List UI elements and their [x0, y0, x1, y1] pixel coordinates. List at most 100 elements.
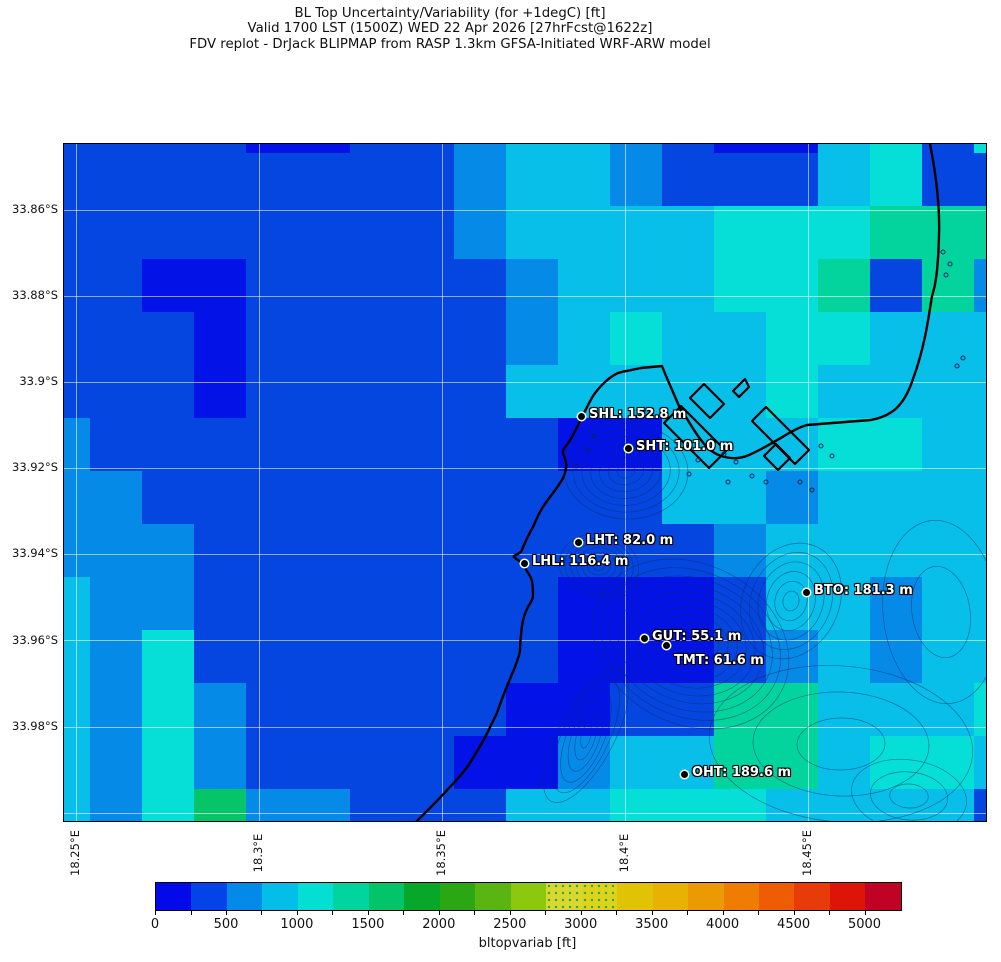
heatmap-cell: [194, 524, 246, 577]
heatmap-cell: [246, 418, 298, 471]
heatmap-cell: [246, 577, 298, 630]
colorbar-tick-mark: [509, 911, 511, 915]
heatmap-cell: [558, 312, 610, 365]
colorbar-tick-mark: [722, 911, 724, 915]
heatmap-cell: [454, 471, 506, 524]
map-vector-overlay: [415, 144, 986, 821]
heatmap-cell: [64, 736, 90, 789]
heatmap-cell: [194, 471, 246, 524]
heatmap-cell: [90, 365, 142, 418]
terrain-contour: [796, 717, 886, 771]
heatmap-cell: [922, 144, 974, 153]
terrain-contour: [609, 575, 773, 713]
heatmap-cell: [870, 471, 922, 524]
heatmap-cell: [922, 153, 974, 206]
station-label-bto: BTO: 181.3 m: [814, 583, 913, 598]
gridline-meridian: [808, 144, 809, 821]
heatmap-cell: [64, 471, 90, 524]
terrain-contour: [580, 723, 592, 749]
heatmap-cell: [298, 471, 350, 524]
heatmap-cell: [246, 630, 298, 683]
heatmap-cell: [818, 153, 870, 206]
heatmap-cell: [974, 153, 986, 206]
heatmap-cell: [402, 259, 454, 312]
rock-speck: [585, 447, 591, 453]
heatmap-cell: [142, 365, 194, 418]
colorbar-segment: [865, 883, 901, 910]
gridline-parallel: [64, 296, 986, 297]
heatmap-cell: [714, 736, 766, 789]
colorbar-tick-mark: [332, 911, 334, 915]
colorbar-tick-mark: [616, 911, 618, 915]
heatmap-cell: [922, 577, 974, 630]
heatmap-cell: [662, 471, 714, 524]
heatmap-cell: [558, 789, 610, 821]
terrain-contour: [575, 547, 623, 585]
heatmap-cell: [506, 206, 558, 259]
heatmap-cell: [246, 144, 298, 153]
gridline-parallel: [64, 640, 986, 641]
heatmap-cell: [64, 524, 90, 577]
heatmap-cell: [610, 153, 662, 206]
heatmap-cell: [506, 418, 558, 471]
heatmap-cell: [194, 577, 246, 630]
heatmap-cell: [974, 418, 986, 471]
heatmap-cell: [610, 144, 662, 153]
heatmap-cell: [818, 206, 870, 259]
terrain-contour: [752, 691, 930, 797]
rock-speck: [797, 479, 803, 485]
terrain-contour: [616, 463, 636, 479]
heatmap-cell: [662, 153, 714, 206]
station-dot-shl: [577, 412, 585, 420]
heatmap-cell: [714, 144, 766, 153]
heatmap-cell: [402, 418, 454, 471]
heatmap-cell: [298, 736, 350, 789]
heatmap-cell: [64, 206, 90, 259]
heatmap-cell: [64, 259, 90, 312]
heatmap-cell: [402, 312, 454, 365]
station-label-tmt: TMT: 61.6 m: [674, 653, 764, 668]
colorbar-segment: [156, 883, 192, 910]
lat-tick-label: 33.98°S: [12, 719, 58, 733]
rock-speck: [763, 479, 769, 485]
heatmap-cell: [194, 206, 246, 259]
heatmap-cell: [298, 259, 350, 312]
heatmap-cell: [350, 736, 402, 789]
heatmap-cell: [298, 206, 350, 259]
colorbar-segment: [723, 883, 759, 910]
gridline-parallel: [64, 382, 986, 383]
heatmap-cell: [142, 418, 194, 471]
heatmap-cell: [454, 312, 506, 365]
colorbar-tick-label: 1500: [351, 917, 385, 932]
heatmap-cell: [974, 683, 986, 736]
heatmap-cell: [818, 789, 870, 821]
station-dot-bto: [802, 588, 810, 596]
station-label-oht: OHT: 189.6 m: [692, 765, 792, 780]
heatmap-cell: [246, 736, 298, 789]
heatmap-cell: [142, 259, 194, 312]
station-dot-gut: [640, 634, 648, 642]
station-dot-lhl: [520, 559, 528, 567]
heatmap-cell: [506, 789, 558, 821]
heatmap-cell: [90, 524, 142, 577]
heatmap-cell: [870, 418, 922, 471]
heatmap-cell: [246, 789, 298, 821]
terrain-contour: [774, 580, 808, 622]
heatmap-cell: [558, 577, 610, 630]
heatmap-cell: [714, 206, 766, 259]
colorbar-tick-mark: [829, 911, 830, 915]
heatmap-cell: [142, 206, 194, 259]
heatmap-cell: [922, 736, 974, 789]
heatmap-cell: [922, 418, 974, 471]
harbour-basin-small: [688, 382, 726, 420]
harbour-breakwaters: [662, 377, 811, 472]
colorbar-tick-mark: [864, 911, 866, 915]
heatmap-cell: [454, 630, 506, 683]
heatmap-cell: [506, 736, 558, 789]
colorbar-tick-label: 3000: [564, 917, 598, 932]
heatmap-cell: [402, 365, 454, 418]
heatmap-cell: [142, 736, 194, 789]
rock-speck: [573, 463, 579, 469]
rock-speck: [709, 437, 715, 443]
rock-speck: [686, 471, 692, 477]
